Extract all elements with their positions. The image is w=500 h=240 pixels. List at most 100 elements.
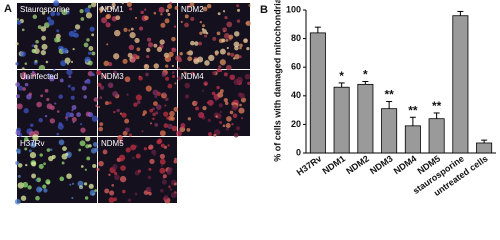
- cell-dot: [35, 39, 39, 44]
- cell-dot: [73, 29, 77, 33]
- cell-dot: [21, 74, 27, 80]
- cell-dot: [247, 81, 251, 85]
- cell-dot: [56, 110, 60, 113]
- cell-dot: [53, 0, 60, 7]
- cell-dot: [17, 182, 24, 189]
- cell-dot: [79, 140, 86, 147]
- cell-dot: [71, 86, 76, 91]
- cell-dot: [208, 54, 215, 62]
- cell-dot: [15, 161, 20, 165]
- cell-dot: [155, 111, 159, 115]
- cell-dot: [163, 52, 170, 58]
- cell-dot: [92, 142, 98, 147]
- cell-dot: [236, 19, 241, 23]
- cell-dot: [130, 27, 134, 31]
- cell-dot: [161, 72, 167, 77]
- cell-dot: [41, 11, 46, 15]
- cell-dot: [147, 175, 152, 180]
- cell-dot: [222, 10, 226, 13]
- y-axis-title: % of cells with damaged mitochondria: [272, 0, 282, 162]
- cell-dot: [225, 101, 229, 106]
- cell-dot: [79, 123, 83, 126]
- cell-dot: [156, 104, 162, 110]
- cell-dot: [199, 20, 203, 24]
- cell-dot: [163, 92, 166, 95]
- image-label: NDM4: [181, 72, 204, 81]
- cell-dot: [88, 51, 92, 55]
- cell-dot: [94, 147, 99, 152]
- cell-dot: [109, 190, 115, 196]
- cell-dot: [113, 70, 118, 75]
- cell-dot: [90, 72, 94, 76]
- cell-dot: [147, 42, 154, 48]
- cell-dot: [228, 34, 234, 40]
- cell-dot: [57, 123, 64, 130]
- bar: [357, 83, 374, 154]
- cell-dot: [115, 15, 121, 21]
- image-label: NDM3: [101, 72, 124, 81]
- cell-dot: [207, 118, 211, 123]
- cell-dot: [130, 144, 137, 151]
- cell-dot: [25, 163, 28, 167]
- cell-dot: [148, 167, 152, 171]
- cell-dot: [98, 160, 104, 167]
- cell-dot: [124, 76, 131, 83]
- cell-dot: [177, 67, 181, 71]
- x-tick-label: NDM3: [368, 153, 395, 176]
- cell-dot: [20, 195, 27, 201]
- cell-dot: [153, 63, 160, 69]
- cell-dot: [215, 115, 218, 118]
- cell-dot: [24, 62, 28, 65]
- cell-dot: [102, 149, 108, 155]
- cell-dot: [106, 6, 109, 9]
- cell-dot: [167, 123, 173, 130]
- cell-dot: [245, 20, 251, 26]
- panel-label: B: [260, 4, 268, 16]
- cell-dot: [92, 163, 97, 169]
- cell-dot: [73, 34, 76, 37]
- cell-dot: [211, 91, 216, 96]
- cell-dot: [86, 38, 90, 42]
- cell-dot: [171, 125, 178, 132]
- cell-dot: [24, 82, 29, 87]
- cell-dot: [165, 76, 170, 81]
- cell-dot: [111, 184, 115, 187]
- cell-dot: [60, 46, 64, 50]
- cell-dot: [86, 156, 91, 161]
- cell-dot: [122, 58, 128, 64]
- cell-dot: [158, 6, 165, 13]
- cell-dot: [96, 167, 100, 171]
- cell-dot: [216, 85, 220, 90]
- cell-dot: [222, 27, 228, 33]
- cell-dot: [40, 49, 47, 56]
- cell-dot: [48, 19, 55, 26]
- cell-dot: [69, 183, 72, 186]
- cell-dot: [125, 127, 130, 133]
- cell-dot: [232, 113, 238, 119]
- cell-dot: [234, 31, 240, 37]
- cell-dot: [66, 173, 72, 179]
- cell-dot: [146, 47, 151, 53]
- cell-dot: [186, 127, 191, 132]
- cell-dot: [73, 32, 79, 38]
- cell-dot: [61, 9, 68, 16]
- significance-marker: *: [339, 69, 344, 83]
- cell-dot: [44, 114, 48, 118]
- cell-dot: [177, 57, 183, 63]
- cell-dot: [234, 45, 239, 51]
- cell-dot: [208, 132, 212, 137]
- cell-dot: [221, 38, 226, 43]
- cell-dot: [53, 68, 56, 72]
- cell-dot: [84, 7, 91, 14]
- cell-dot: [187, 4, 192, 9]
- cell-dot: [112, 91, 119, 97]
- cell-dot: [229, 110, 234, 115]
- cell-dot: [70, 95, 75, 100]
- cell-dot: [122, 130, 128, 136]
- cell-dot: [125, 147, 131, 153]
- cell-dot: [30, 141, 37, 148]
- cell-dot: [231, 104, 238, 111]
- cell-dot: [122, 189, 126, 194]
- cell-dot: [130, 58, 136, 63]
- cell-dot: [17, 150, 21, 154]
